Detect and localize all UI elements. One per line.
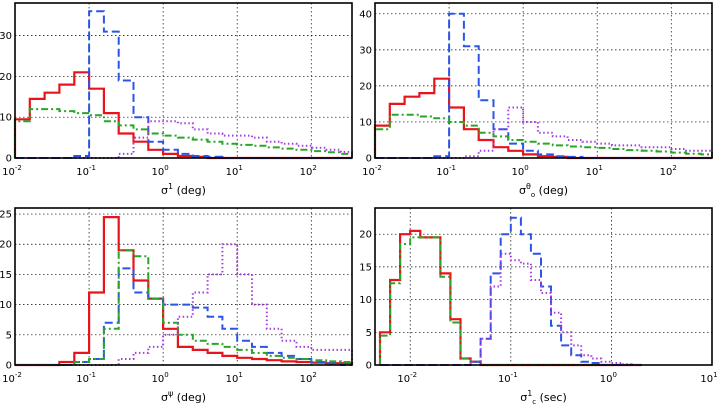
y-tick-label: 30: [0, 31, 12, 42]
plot-frame: [14, 2, 353, 159]
series-blue: [15, 10, 352, 159]
series-purple: [375, 106, 713, 159]
y-tick-label: 20: [0, 240, 12, 251]
series-red: [13, 71, 352, 160]
y-tick-label: 0: [366, 154, 372, 165]
x-tick-label: 102: [660, 164, 677, 178]
series-blue: [380, 216, 642, 366]
x-tick-label: 10-2: [397, 371, 417, 385]
y-tick-label: 20: [359, 230, 372, 241]
series-green: [15, 249, 353, 366]
x-tick-label: 101: [700, 371, 717, 385]
x-tick-label: 102: [300, 164, 317, 178]
y-tick-label: 15: [359, 262, 372, 273]
plot-frame: [374, 2, 713, 159]
y-tick-label: 0: [6, 361, 12, 372]
panel-4: 0 5 10 15 20 10-2 10-1 100 101 σ1c (sec): [359, 207, 718, 406]
x-axis-label: σ1 (deg): [161, 182, 206, 197]
x-tick-label: 101: [226, 371, 243, 385]
y-tick-label: 15: [0, 270, 12, 281]
y-tick-label: 10: [359, 295, 372, 306]
x-tick-label: 101: [226, 164, 243, 178]
y-tick-label: 0: [6, 154, 12, 165]
y-tick-label: 20: [0, 72, 12, 83]
x-tick-label: 10-1: [76, 164, 96, 178]
x-tick-label: 100: [600, 371, 617, 385]
series-red: [373, 77, 712, 160]
series-green: [14, 108, 353, 158]
series-red: [15, 216, 354, 367]
x-tick-label: 101: [586, 164, 603, 178]
x-tick-label: 100: [512, 164, 529, 178]
y-tick-label: 5: [366, 328, 372, 339]
x-tick-label: 102: [300, 371, 317, 385]
series-green: [374, 113, 713, 158]
x-axis-label: σ1c (sec): [520, 389, 567, 406]
y-tick-label: 40: [359, 9, 372, 20]
y-tick-label: 25: [0, 210, 12, 221]
x-tick-label: 100: [152, 164, 169, 178]
y-tick-label: 20: [359, 81, 372, 92]
y-tick-label: 10: [359, 117, 372, 128]
y-tick-label: 10: [0, 300, 12, 311]
series-purple: [15, 243, 353, 366]
y-tick-label: 10: [0, 113, 12, 124]
x-tick-label: 10-1: [76, 371, 96, 385]
y-tick-label: 30: [359, 45, 372, 56]
y-tick-label: 5: [6, 330, 12, 341]
y-tick-label: 0: [366, 361, 372, 372]
x-tick-label: 10-2: [2, 164, 22, 178]
x-axis-label: σψ (deg): [161, 389, 206, 404]
plot-frame: [14, 207, 353, 366]
plot-frame: [374, 207, 713, 366]
panel-1: 0 10 20 30 10-2 10-1 100 101 102 σ1 (deg): [0, 2, 353, 197]
x-tick-label: 100: [152, 371, 169, 385]
series-purple: [15, 120, 353, 159]
panel-3: 0 5 10 15 20 25 10-2 10-1 100 101 102 σψ (deg): [0, 207, 354, 404]
x-tick-label: 10-1: [436, 164, 456, 178]
x-tick-label: 10-2: [2, 371, 22, 385]
x-tick-label: 10-2: [362, 164, 382, 178]
panel-2: 0 10 20 30 40 10-2 10-1 100 101 102 σθo (deg): [359, 2, 713, 199]
x-axis-label: σθo (deg): [519, 182, 568, 199]
x-tick-label: 10-1: [498, 371, 518, 385]
